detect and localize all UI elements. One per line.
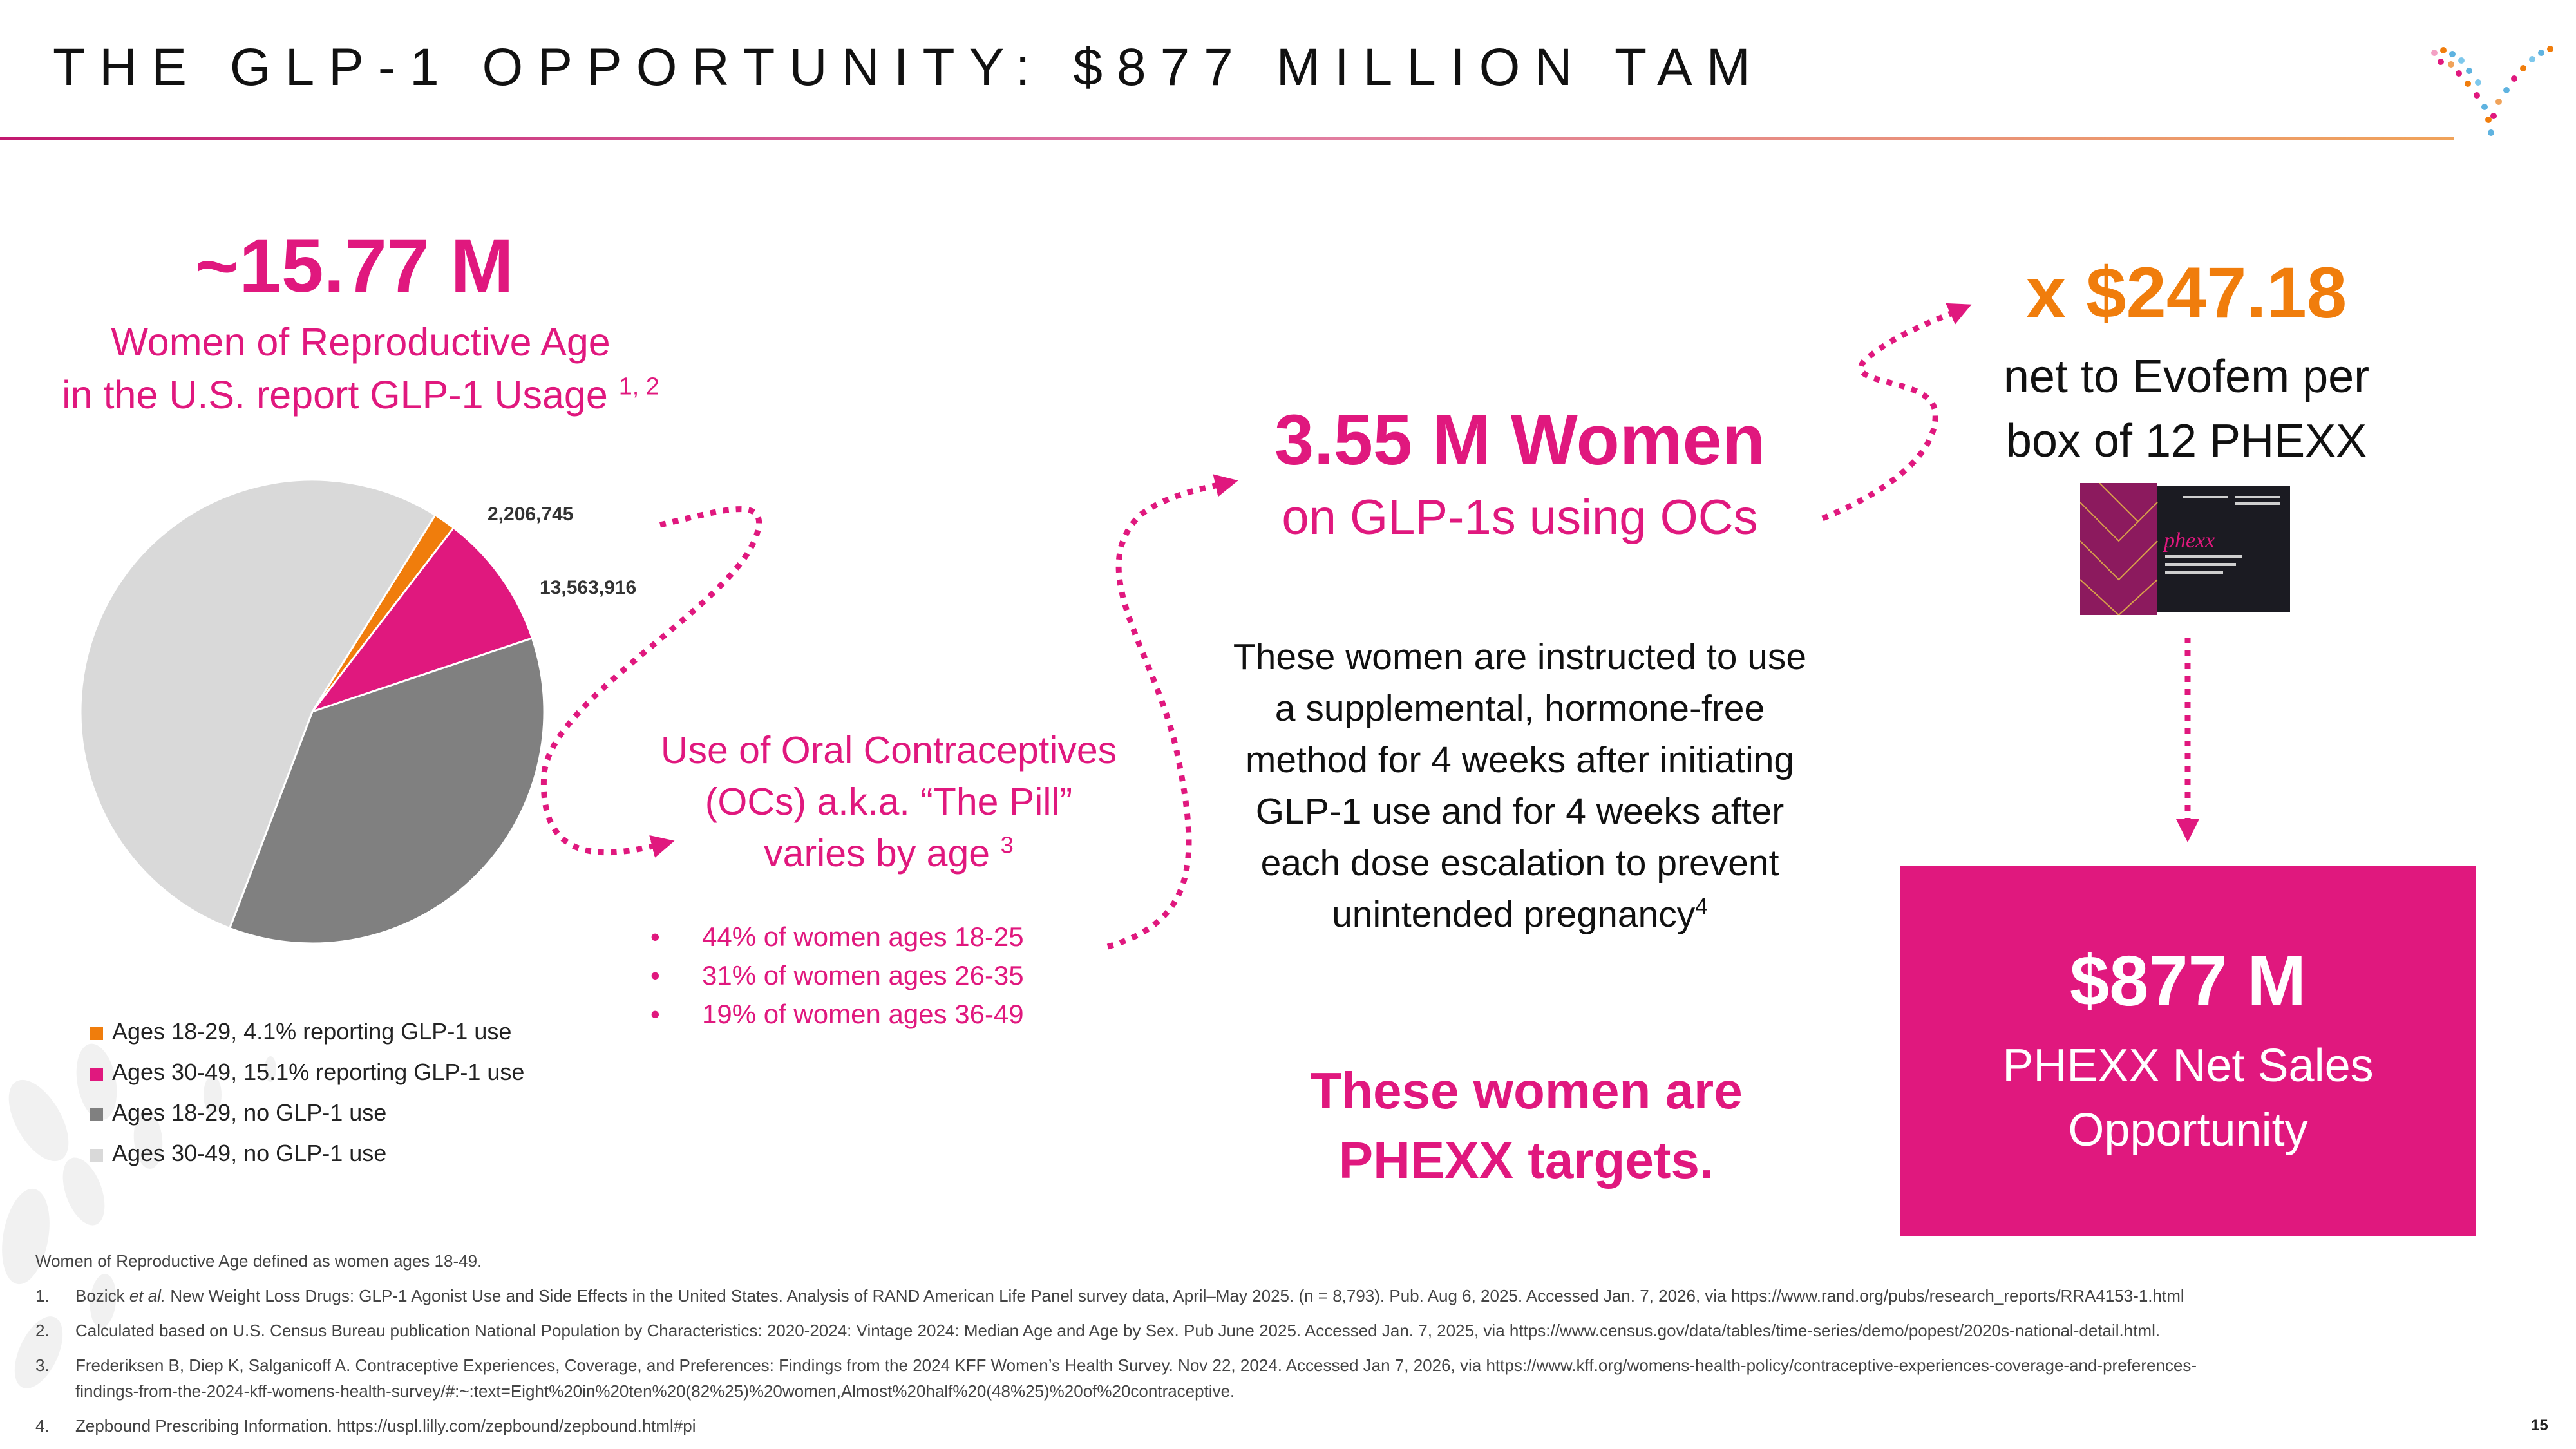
legend-swatch-light-gray — [90, 1149, 103, 1162]
oc-line-2: (OCs) a.k.a. “The Pill” — [705, 781, 1073, 823]
legend-item-1: Ages 30-49, 15.1% reporting GLP-1 use — [90, 1052, 524, 1092]
net-sales-opportunity-box: $877 M PHEXX Net Sales Opportunity — [1900, 866, 2476, 1236]
slice-label-1: 13,563,916 — [540, 577, 636, 598]
net-line-1: net to Evofem per — [2003, 351, 2370, 402]
legend-label-2: Ages 18-29, no GLP-1 use — [112, 1099, 387, 1126]
legend-swatch-dark-gray — [90, 1108, 103, 1121]
list-item: • 44% of women ages 18-25 — [650, 918, 1024, 956]
oc-line-3: varies by age 3 — [638, 828, 1140, 879]
phexx-targets-callout: These women are PHEXX targets. — [1211, 1056, 1842, 1195]
footnote-definition: Women of Reproductive Age defined as wom… — [35, 1251, 482, 1271]
net-line-2: box of 12 PHEXX — [2005, 415, 2367, 467]
footnote-1-pre: Bozick — [75, 1286, 129, 1305]
phexx-product-box-image: phexx — [2080, 483, 2290, 615]
instructions-paragraph: These women are instructed to use a supp… — [1224, 631, 1816, 940]
opportunity-line-2: Opportunity — [2068, 1104, 2308, 1156]
pie-legend: Ages 18-29, 4.1% reporting GLP-1 use Age… — [90, 1011, 524, 1173]
footnote-1-em: et al. — [129, 1286, 166, 1305]
legend-item-0: Ages 18-29, 4.1% reporting GLP-1 use — [90, 1011, 524, 1052]
slice-label-0: 2,206,745 — [488, 504, 573, 525]
oc-line-1: Use of Oral Contraceptives — [660, 729, 1117, 772]
footnote-3-num: 3. — [35, 1356, 50, 1375]
pie-slice-3 — [79, 478, 437, 930]
list-item: • 19% of women ages 36-49 — [650, 995, 1024, 1034]
women-count-subtitle: Women of Reproductive Age in the U.S. re… — [39, 316, 683, 421]
targets-line-1: These women are — [1310, 1062, 1743, 1119]
legend-item-2: Ages 18-29, no GLP-1 use — [90, 1092, 524, 1133]
footnote-1-num: 1. — [35, 1286, 50, 1305]
glp1-oc-women-subtitle: on GLP-1s using OCs — [1282, 490, 1758, 545]
instructions-ref: 4 — [1695, 894, 1708, 919]
subtitle-line-2-text: in the U.S. report GLP-1 Usage — [62, 373, 608, 417]
legend-label-1: Ages 30-49, 15.1% reporting GLP-1 use — [112, 1059, 525, 1085]
bullet-text-0: 44% of women ages 18-25 — [702, 922, 1024, 952]
oc-ref: 3 — [1000, 831, 1014, 858]
oc-usage-bullets: • 44% of women ages 18-25 • 31% of women a… — [650, 918, 1024, 1034]
oc-line-3-text: varies by age — [764, 832, 990, 875]
evofem-logo-icon — [2431, 46, 2553, 136]
bullet-glyph: • — [650, 922, 660, 952]
legend-label-0: Ages 18-29, 4.1% reporting GLP-1 use — [112, 1018, 512, 1045]
bullet-glyph: • — [650, 999, 660, 1029]
bullet-text-1: 31% of women ages 26-35 — [702, 960, 1024, 990]
footnote-2-text: Calculated based on U.S. Census Bureau p… — [75, 1321, 2161, 1340]
bullet-text-2: 19% of women ages 36-49 — [702, 999, 1024, 1029]
title-underline — [0, 137, 2454, 140]
phexx-box-brand: phexx — [2163, 529, 2215, 553]
glp1-oc-women-headline: 3.55 M Women — [1274, 401, 1766, 480]
slide-title: THE GLP-1 OPPORTUNITY: $877 MILLION TAM — [53, 38, 1765, 97]
net-price: x $247.18 — [2025, 252, 2347, 333]
footnote-1-post: New Weight Loss Drugs: GLP-1 Agonist Use… — [166, 1286, 2184, 1305]
targets-line-2: PHEXX targets. — [1338, 1132, 1714, 1189]
oral-contraceptives-text: Use of Oral Contraceptives (OCs) a.k.a. … — [638, 724, 1140, 879]
opportunity-label: PHEXX Net Sales Opportunity — [1900, 1034, 2476, 1162]
footnote-4: 4. Zepbound Prescribing Information. http… — [35, 1413, 2547, 1439]
footnote-1: 1. Bozick et al. New Weight Loss Drugs: G… — [35, 1283, 2547, 1309]
footnote-4-num: 4. — [35, 1416, 50, 1435]
subtitle-refs: 1, 2 — [618, 373, 659, 401]
decorative-petal-pattern — [2, 1043, 276, 1388]
opportunity-line-1: PHEXX Net Sales — [2002, 1040, 2374, 1092]
footnote-4-text: Zepbound Prescribing Information. https:… — [75, 1416, 696, 1435]
women-count-headline: ~15.77 M — [194, 223, 514, 308]
pie-slice-1 — [309, 526, 534, 714]
footnote-3-line-1: Frederiksen B, Diep K, Salganicoff A. Co… — [75, 1356, 2197, 1375]
legend-swatch-orange — [90, 1027, 103, 1040]
pie-slices — [79, 478, 545, 945]
footnotes: Women of Reproductive Age defined as wom… — [35, 1248, 2547, 1439]
legend-label-3: Ages 30-49, no GLP-1 use — [112, 1140, 387, 1166]
footnote-3-line-2: findings-from-the-2024-kff-womens-health… — [75, 1381, 1235, 1401]
list-item: • 31% of women ages 26-35 — [650, 956, 1024, 995]
bullet-glyph: • — [650, 960, 660, 990]
net-price-description: net to Evofem per box of 12 PHEXX — [1938, 345, 2434, 473]
pie-chart: 2,206,745 13,563,916 — [79, 478, 636, 945]
footnote-2: 2. Calculated based on U.S. Census Bureau… — [35, 1318, 2547, 1343]
footnote-2-num: 2. — [35, 1321, 50, 1340]
subtitle-line-2: in the U.S. report GLP-1 Usage 1, 2 — [39, 368, 683, 421]
footnote-3: 3. Frederiksen B, Diep K, Salganicoff A. … — [35, 1352, 2547, 1404]
opportunity-amount: $877 M — [2070, 942, 2306, 1021]
subtitle-line-1: Women of Reproductive Age — [111, 320, 611, 364]
legend-item-3: Ages 30-49, no GLP-1 use — [90, 1133, 524, 1173]
page-number: 15 — [2531, 1417, 2548, 1434]
instructions-text: These women are instructed to use a supp… — [1233, 636, 1807, 935]
legend-swatch-pink — [90, 1068, 103, 1081]
